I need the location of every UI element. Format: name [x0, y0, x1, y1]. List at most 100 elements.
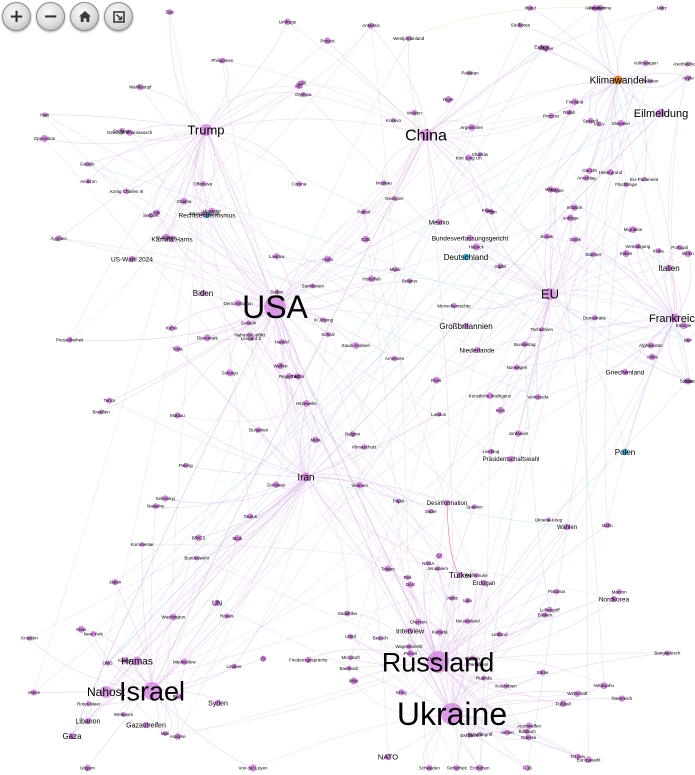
node-merz[interactable]	[659, 5, 665, 11]
node-g7[interactable]	[436, 552, 443, 559]
node-tuerkei[interactable]	[456, 571, 464, 579]
node-eu[interactable]	[544, 288, 556, 300]
home-button[interactable]	[70, 2, 99, 31]
node-rafah[interactable]	[566, 109, 572, 116]
node-rotes_meer[interactable]	[86, 701, 92, 707]
node-von_der_leyen[interactable]	[249, 764, 257, 772]
node-vance[interactable]	[30, 689, 37, 696]
node-kiew[interactable]	[77, 625, 85, 633]
node-mexiko[interactable]	[435, 218, 443, 226]
node-bahn[interactable]	[604, 522, 611, 529]
node-jordanien[interactable]	[515, 430, 522, 437]
node-klimaschutz[interactable]	[361, 444, 368, 450]
node-handel[interactable]	[279, 339, 285, 345]
node-usa[interactable]	[264, 296, 286, 318]
node-praesidentschaftswahl[interactable]	[507, 455, 515, 463]
node-demokratie[interactable]	[591, 315, 598, 321]
node-ungarn[interactable]	[84, 764, 91, 772]
node-modi[interactable]	[233, 535, 241, 542]
node-interview[interactable]	[406, 627, 414, 635]
node-armenien[interactable]	[391, 355, 398, 362]
node-irak[interactable]	[153, 209, 160, 216]
node-paris[interactable]	[432, 376, 440, 384]
node-microsoft[interactable]	[348, 655, 354, 661]
node-ukraine_krieg[interactable]	[546, 517, 552, 523]
node-slowakei[interactable]	[617, 119, 625, 127]
node-kamala_harris[interactable]	[168, 235, 176, 243]
node-gipfel[interactable]	[497, 263, 504, 269]
node-china[interactable]	[420, 129, 432, 141]
node-wahlkampf[interactable]	[137, 83, 144, 91]
node-cherson[interactable]	[414, 618, 422, 626]
node-kuenstliche_intelligenz[interactable]	[486, 392, 494, 400]
node-spacex[interactable]	[587, 117, 594, 124]
node-bangladesch[interactable]	[664, 650, 671, 656]
node-kroatien[interactable]	[26, 635, 33, 641]
node-inflation[interactable]	[571, 204, 578, 212]
node-aserbaidschan[interactable]	[685, 61, 691, 67]
node-arktis[interactable]	[648, 353, 656, 361]
node-jerusalem[interactable]	[435, 565, 441, 572]
node-frankreich[interactable]	[670, 313, 680, 323]
node-baltikum[interactable]	[524, 728, 530, 735]
node-tschechien[interactable]	[539, 326, 545, 332]
node-gazastreifen[interactable]	[142, 721, 150, 729]
node-hitzewelle[interactable]	[302, 400, 310, 407]
zoom-out-button[interactable]: −	[36, 2, 65, 31]
node-vietnam[interactable]	[356, 481, 364, 489]
node-obama[interactable]	[180, 197, 188, 205]
node-deutschland[interactable]	[462, 253, 470, 261]
zoom-in-button[interactable]: +	[2, 2, 31, 31]
node-geiseln[interactable]	[246, 320, 252, 326]
node-wahlen[interactable]	[563, 523, 571, 531]
node-atomwaffen[interactable]	[525, 722, 533, 729]
node-iran[interactable]	[301, 472, 311, 482]
node-weizen[interactable]	[411, 109, 418, 116]
node-hamas[interactable]	[132, 656, 142, 666]
node-starmer[interactable]	[590, 251, 597, 258]
node-mali[interactable]	[162, 731, 168, 737]
node-grossbritannien[interactable]	[462, 322, 470, 330]
node-moskau[interactable]	[380, 180, 387, 187]
node-orban[interactable]	[431, 655, 437, 662]
node-japan[interactable]	[112, 579, 119, 586]
node-fussball[interactable]	[559, 700, 567, 708]
node-wirtschaft[interactable]	[574, 690, 581, 697]
node-verteidigung[interactable]	[634, 243, 641, 250]
node-friedensgespraeche[interactable]	[305, 656, 312, 664]
node-bundestag[interactable]	[521, 341, 528, 348]
node-wagenknecht[interactable]	[406, 643, 412, 650]
node-oel[interactable]	[260, 655, 267, 662]
node-gericht[interactable]	[586, 167, 593, 174]
node-polizei[interactable]	[407, 649, 415, 657]
node-polen[interactable]	[621, 448, 629, 456]
node-soeder[interactable]	[428, 508, 434, 514]
node-nahost[interactable]	[100, 686, 112, 698]
node-washington[interactable]	[169, 613, 177, 621]
node-patriot[interactable]	[361, 208, 367, 215]
node-regierung[interactable]	[286, 373, 293, 380]
node-menschenrechte[interactable]	[451, 302, 457, 309]
node-griechenland[interactable]	[621, 368, 629, 376]
node-suedafrika[interactable]	[344, 610, 351, 617]
node-berlin[interactable]	[684, 250, 692, 258]
node-luftangriff[interactable]	[546, 606, 553, 613]
node-sudan[interactable]	[274, 289, 280, 295]
node-kursk[interactable]	[168, 325, 175, 332]
node-argentinien[interactable]	[468, 124, 476, 131]
node-afghanistan[interactable]	[647, 342, 654, 349]
node-royals[interactable]	[224, 613, 230, 619]
node-fluechtlinge[interactable]	[623, 182, 629, 188]
node-huthi[interactable]	[324, 255, 332, 263]
node-kommentar[interactable]	[139, 542, 145, 548]
node-blinken[interactable]	[542, 612, 548, 618]
node-dax[interactable]	[407, 581, 414, 588]
node-hisbollah[interactable]	[368, 275, 376, 283]
node-medwedew[interactable]	[181, 658, 188, 665]
node-migration[interactable]	[629, 226, 637, 234]
node-tesla[interactable]	[174, 345, 181, 352]
node-saudi_arabien[interactable]	[352, 342, 360, 349]
node-meta[interactable]	[312, 436, 319, 444]
node-biden[interactable]	[199, 289, 207, 297]
node-spanien[interactable]	[471, 504, 477, 510]
